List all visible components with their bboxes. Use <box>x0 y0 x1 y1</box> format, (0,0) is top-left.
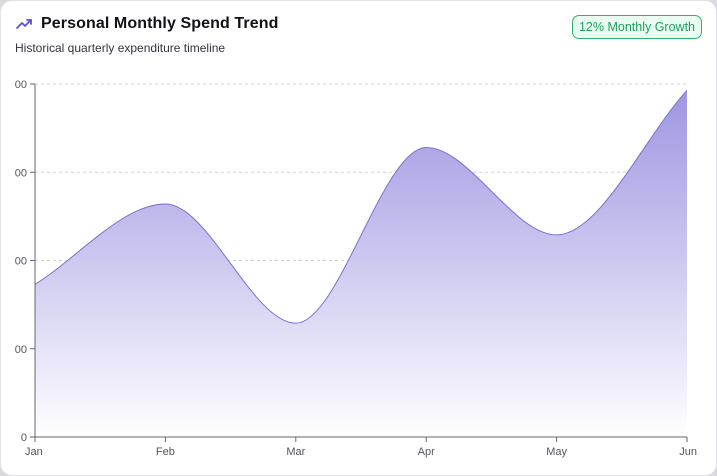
chart-header: Personal Monthly Spend Trend Historical … <box>15 15 702 63</box>
x-tick-label-may: May <box>546 446 567 458</box>
y-tick-label: 00 <box>15 256 27 268</box>
y-tick-label: 00 <box>15 344 27 356</box>
area-fill <box>35 90 687 438</box>
y-tick-label: 00 <box>15 79 27 91</box>
x-tick-label-feb: Feb <box>156 446 175 458</box>
trend-up-icon <box>16 19 32 29</box>
x-tick-label-apr: Apr <box>418 446 435 458</box>
growth-badge: 12% Monthly Growth <box>571 15 702 39</box>
title-row: Personal Monthly Spend Trend <box>15 15 702 33</box>
y-tick-label: 00 <box>15 167 27 179</box>
series-area <box>34 89 688 438</box>
x-tick-label-jun: Jun <box>679 446 697 458</box>
x-tick-label-jan: Jan <box>25 446 43 458</box>
x-tick-label-mar: Mar <box>286 446 305 458</box>
series-line <box>34 89 688 324</box>
chart-subtitle: Historical quarterly expenditure timelin… <box>15 41 226 55</box>
axes <box>30 83 688 442</box>
y-tick-label: 0 <box>21 432 27 444</box>
chart-title: Personal Monthly Spend Trend <box>41 15 279 32</box>
